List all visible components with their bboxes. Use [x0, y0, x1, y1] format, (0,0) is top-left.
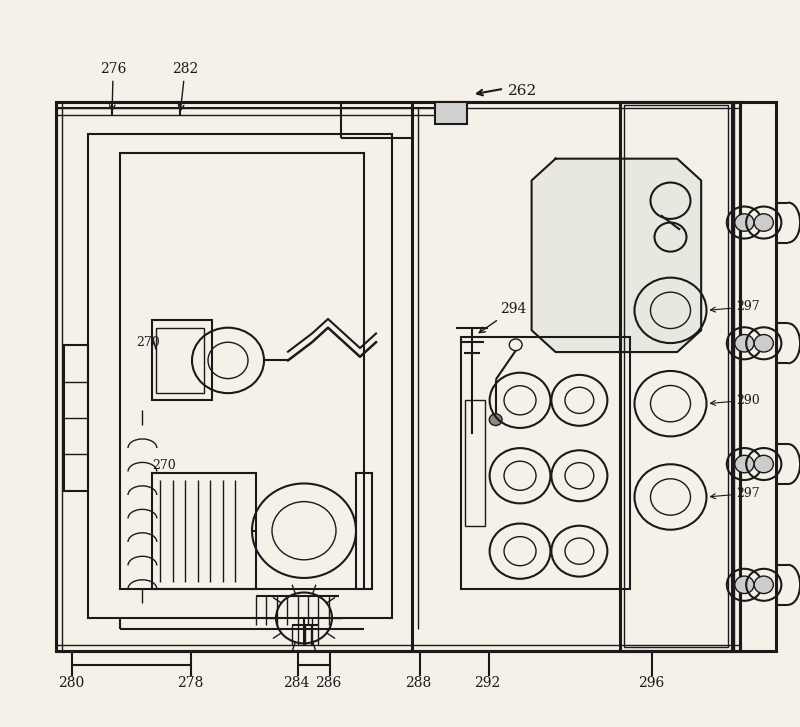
Bar — [64, 345, 88, 491]
Bar — [120, 153, 364, 589]
Bar — [465, 401, 485, 526]
Circle shape — [735, 334, 754, 352]
Bar — [435, 102, 467, 124]
Bar — [732, 102, 776, 651]
Text: 292: 292 — [474, 676, 501, 691]
Bar — [356, 473, 372, 589]
Circle shape — [735, 214, 754, 231]
Bar — [156, 328, 204, 393]
Bar — [88, 134, 392, 618]
Text: 270: 270 — [136, 336, 160, 349]
Text: 296: 296 — [638, 676, 664, 691]
Circle shape — [754, 214, 774, 231]
Text: 284: 284 — [283, 676, 310, 691]
Bar — [461, 337, 630, 589]
Text: 297: 297 — [710, 300, 760, 313]
Bar — [620, 102, 732, 651]
Circle shape — [490, 414, 502, 425]
Text: 270: 270 — [152, 459, 176, 472]
Circle shape — [735, 576, 754, 593]
Bar — [56, 102, 740, 651]
Bar — [152, 473, 256, 589]
Text: 290: 290 — [710, 393, 760, 406]
Text: 282: 282 — [172, 62, 198, 111]
Circle shape — [735, 455, 754, 473]
Text: 280: 280 — [58, 676, 84, 691]
Text: 278: 278 — [177, 676, 203, 691]
Text: 262: 262 — [508, 84, 538, 98]
Circle shape — [754, 455, 774, 473]
Text: 276: 276 — [100, 62, 126, 111]
Circle shape — [754, 334, 774, 352]
Polygon shape — [531, 158, 701, 352]
Text: 297: 297 — [710, 487, 760, 500]
Bar — [152, 321, 212, 401]
Text: 286: 286 — [315, 676, 342, 691]
Text: 288: 288 — [406, 676, 431, 691]
Text: 294: 294 — [479, 302, 526, 333]
Bar — [624, 105, 728, 647]
Circle shape — [754, 576, 774, 593]
